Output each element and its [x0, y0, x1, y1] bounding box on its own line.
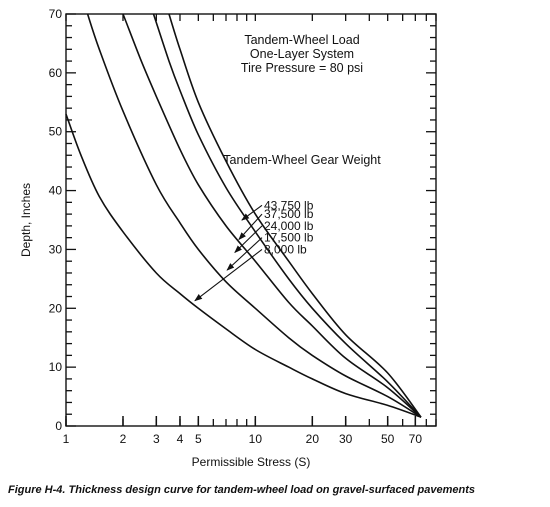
- chart: 1 2 3 4 5 10 20 30 50 70 0 10 20 30 40 50 60 70 Tandem-W…: [19, 7, 437, 469]
- legend-label: 17,500 lb: [264, 231, 314, 245]
- legend: Tandem-Wheel Gear Weight 43,750 lb37,500 …: [194, 153, 381, 302]
- y-axis-ticks: 0 10 20 30 40 50 60 70: [49, 7, 436, 433]
- x-tick-label: 10: [249, 432, 263, 446]
- legend-leader-arrow: [234, 225, 263, 254]
- series-line: [122, 13, 422, 418]
- y-tick-label: 70: [49, 7, 63, 21]
- x-tick-label: 2: [120, 432, 127, 446]
- title-line: One-Layer System: [250, 47, 354, 61]
- x-tick-label: 4: [177, 432, 184, 446]
- x-tick-label: 5: [195, 432, 202, 446]
- plot-frame: [65, 13, 437, 427]
- legend-label: 37,500 lb: [264, 207, 314, 221]
- y-tick-label: 30: [49, 242, 63, 256]
- x-tick-label: 70: [409, 432, 423, 446]
- y-tick-label: 60: [49, 66, 63, 80]
- title-line: Tire Pressure = 80 psi: [241, 61, 363, 75]
- x-tick-label: 20: [306, 432, 320, 446]
- y-tick-label: 50: [49, 125, 63, 139]
- x-tick-label: 3: [153, 432, 160, 446]
- legend-leader-arrow: [241, 204, 263, 221]
- series-line: [168, 13, 422, 418]
- series-line: [65, 113, 422, 418]
- x-axis-ticks: 1 2 3 4 5 10 20 30 50 70: [63, 14, 437, 446]
- series-line: [86, 13, 422, 418]
- x-tick-label: 50: [381, 432, 395, 446]
- y-tick-label: 0: [55, 419, 62, 433]
- legend-label: 43,750 lb: [264, 198, 314, 212]
- x-tick-label: 30: [339, 432, 353, 446]
- legend-leader-arrow: [238, 213, 263, 241]
- y-tick-label: 10: [49, 360, 63, 374]
- x-tick-label: 1: [63, 432, 70, 446]
- figure-caption: Figure H-4. Thickness design curve for t…: [8, 484, 476, 496]
- legend-leader-arrow: [226, 237, 263, 271]
- title-line: Tandem-Wheel Load: [244, 33, 359, 47]
- y-axis-label: Depth, Inches: [19, 183, 33, 257]
- y-tick-label: 20: [49, 301, 63, 315]
- legend-title: Tandem-Wheel Gear Weight: [223, 153, 381, 167]
- x-axis-label: Permissible Stress (S): [192, 455, 311, 469]
- legend-label: 24,000 lb: [264, 219, 314, 233]
- y-tick-label: 40: [49, 184, 63, 198]
- legend-leader-arrow: [194, 248, 263, 302]
- legend-label: 8,000 lb: [264, 242, 307, 256]
